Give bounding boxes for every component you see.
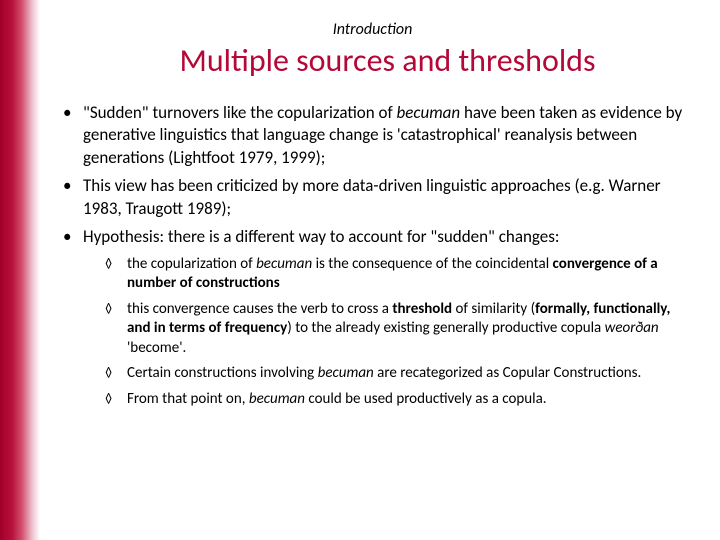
sub-bullet-item: this convergence causes the verb to cros…	[105, 300, 690, 359]
slide-content: Introduction Multiple sources and thresh…	[0, 0, 720, 435]
text-run: of similarity (	[452, 300, 535, 318]
main-bullet-list: "Sudden" turnovers like the copularizati…	[55, 102, 690, 409]
sub-bullet-item: Certain constructions involving becuman …	[105, 364, 690, 384]
text-run: This view has been criticized by more da…	[83, 175, 661, 218]
text-run: becuman	[256, 255, 312, 273]
text-run: is the consequence of the coincidental	[312, 255, 552, 273]
text-run: From that point on,	[127, 390, 249, 408]
sub-bullet-item: the copularization of becuman is the con…	[105, 255, 690, 294]
section-label: Introduction	[55, 20, 690, 39]
text-run: becuman	[397, 102, 461, 123]
text-run: could be used productively as a copula.	[305, 390, 547, 408]
text-run: 'become'.	[127, 339, 186, 357]
text-run: "Sudden" turnovers like the copularizati…	[83, 102, 397, 123]
text-run: becuman	[249, 390, 305, 408]
text-run: Certain constructions involving	[127, 364, 318, 382]
text-run: are recategorized as Copular Constructio…	[374, 364, 642, 382]
text-run: ) to the already existing generally prod…	[287, 319, 604, 337]
sub-bullet-list: the copularization of becuman is the con…	[83, 255, 690, 410]
text-run: Hypothesis: there is a different way to …	[83, 226, 559, 247]
text-run: this convergence causes the verb to cros…	[127, 300, 392, 318]
text-run: becuman	[318, 364, 374, 382]
bullet-item: "Sudden" turnovers like the copularizati…	[63, 102, 690, 169]
sub-bullet-item: From that point on, becuman could be use…	[105, 390, 690, 410]
slide-title: Multiple sources and thresholds	[55, 41, 690, 80]
bullet-item: Hypothesis: there is a different way to …	[63, 226, 690, 409]
text-run: threshold	[392, 300, 452, 318]
bullet-item: This view has been criticized by more da…	[63, 175, 690, 220]
text-run: weorðan	[605, 319, 659, 337]
text-run: the copularization of	[127, 255, 256, 273]
